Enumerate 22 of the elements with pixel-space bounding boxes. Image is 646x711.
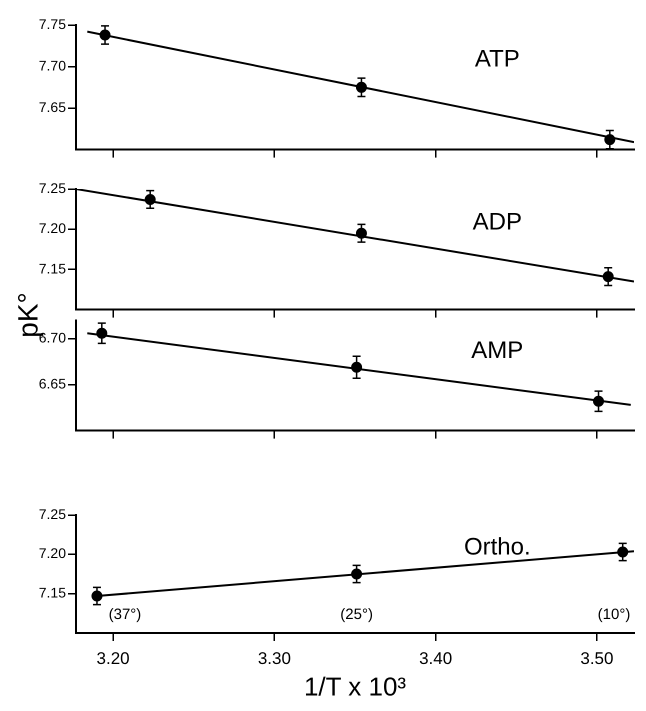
- y-tick-label: 7.70: [38, 57, 66, 74]
- annotation: (37°): [108, 606, 142, 624]
- text: ADP: [472, 208, 522, 236]
- x-tick-label: 3.20: [96, 648, 130, 668]
- y-tick-label: 7.75: [38, 16, 66, 32]
- annotation: (25°): [340, 606, 373, 624]
- y-tick-label: 7.20: [38, 545, 66, 562]
- y-tick-label: 7.25: [38, 506, 66, 522]
- text: ATP: [474, 46, 520, 73]
- annotation: (10°): [598, 606, 630, 624]
- text: AMP: [471, 336, 524, 364]
- x-tick-label: 3.40: [419, 648, 452, 668]
- y-tick-label: 7.15: [38, 260, 66, 276]
- x-axis-title: 1/T x 10³: [304, 672, 406, 702]
- y-tick-label: 7.20: [38, 220, 66, 236]
- y-tick-label: 6.65: [38, 376, 66, 392]
- y-tick-label: 7.15: [38, 584, 66, 601]
- text: Ortho.: [464, 534, 531, 561]
- x-tick-label: 3.50: [580, 648, 614, 668]
- y-tick-label: 7.25: [38, 180, 66, 196]
- y-tick-label: 7.65: [38, 98, 66, 115]
- x-tick-label: 3.30: [258, 648, 291, 668]
